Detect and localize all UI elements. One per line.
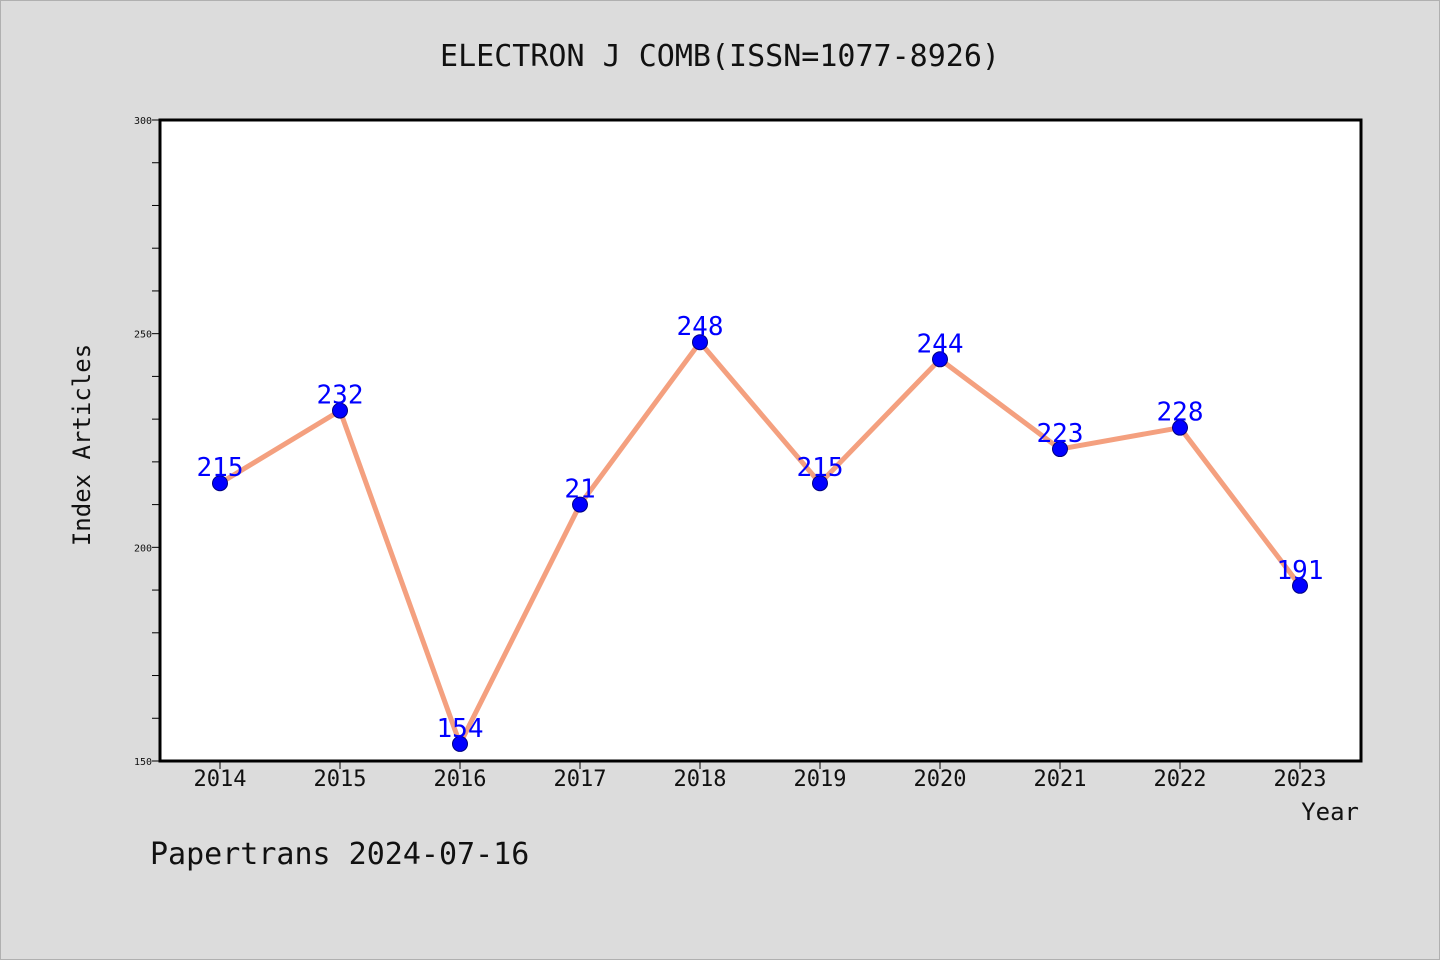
x-tick-label: 2014 bbox=[194, 767, 247, 792]
data-label: 21 bbox=[564, 475, 595, 505]
series-line bbox=[218, 339, 1302, 747]
data-point bbox=[572, 496, 588, 513]
x-tick-label: 2019 bbox=[794, 767, 847, 792]
y-tick-label: 150 bbox=[134, 757, 152, 768]
data-label: 228 bbox=[1157, 398, 1204, 428]
x-axis-label: Year bbox=[1301, 798, 1359, 826]
y-axis: 150 200 250 300 bbox=[134, 116, 160, 768]
data-point bbox=[812, 475, 828, 492]
chart-title: ELECTRON J COMB(ISSN=1077-8926) bbox=[440, 39, 1000, 74]
series-layer: 215 232 154 21 248 215 244 223 228 191 bbox=[197, 312, 1324, 752]
y-tick-label: 200 bbox=[134, 543, 152, 554]
x-tick-label: 2017 bbox=[554, 767, 607, 792]
x-tick-label: 2015 bbox=[314, 767, 367, 792]
data-point bbox=[692, 334, 708, 351]
y-axis-label: Index Articles bbox=[68, 344, 96, 546]
data-point bbox=[932, 351, 948, 368]
data-point bbox=[1172, 419, 1188, 436]
data-label: 191 bbox=[1277, 556, 1324, 586]
x-tick-label: 2021 bbox=[1034, 767, 1087, 792]
x-tick-label: 2020 bbox=[914, 767, 967, 792]
data-point bbox=[1292, 577, 1308, 594]
x-tick-label: 2018 bbox=[674, 767, 727, 792]
data-label: 154 bbox=[437, 714, 484, 744]
data-label: 215 bbox=[797, 453, 844, 483]
data-point bbox=[212, 475, 228, 492]
footer-credit: Papertrans 2024-07-16 bbox=[150, 837, 529, 872]
data-label: 215 bbox=[197, 453, 244, 483]
x-tick-label: 2022 bbox=[1154, 767, 1207, 792]
data-label: 244 bbox=[917, 329, 964, 359]
data-point bbox=[452, 735, 468, 752]
data-label: 223 bbox=[1037, 419, 1084, 449]
x-tick-label: 2016 bbox=[434, 767, 487, 792]
data-point bbox=[1052, 441, 1068, 458]
y-tick-label: 250 bbox=[134, 330, 152, 341]
data-label: 232 bbox=[317, 381, 364, 411]
y-tick-label: 300 bbox=[134, 116, 152, 127]
plot-area bbox=[158, 118, 1363, 763]
data-label: 248 bbox=[677, 312, 724, 342]
data-point bbox=[332, 402, 348, 419]
x-axis: 2014 2015 2016 2017 2018 2019 2020 2021 2022 2023 bbox=[194, 761, 1327, 792]
x-tick-label: 2023 bbox=[1274, 767, 1327, 792]
